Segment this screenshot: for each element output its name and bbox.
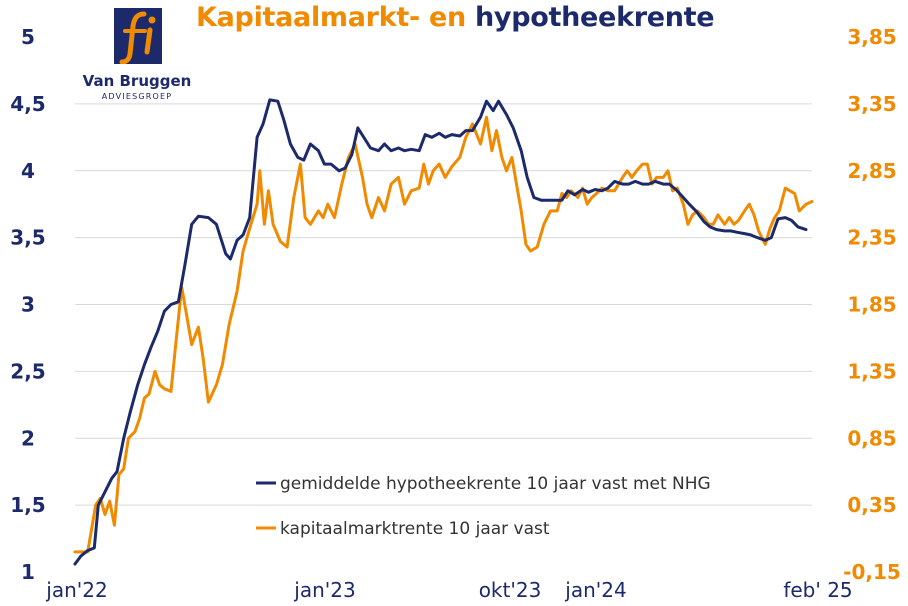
y-right-tick-label: 0,85 — [847, 426, 896, 450]
y-left-tick-label: 3 — [21, 293, 35, 317]
y-right-tick-label: 3,35 — [847, 92, 896, 116]
y-right-tick-label: 1,35 — [847, 359, 896, 383]
x-tick-label: jan'24 — [564, 578, 626, 602]
y-left-tick-label: 2 — [21, 426, 35, 450]
x-tick-label: jan'22 — [45, 578, 107, 602]
y-right-tick-label: -0,15 — [843, 560, 901, 584]
x-tick-label: okt'23 — [479, 578, 542, 602]
y-left-tick-label: 1 — [21, 560, 35, 584]
y-axis-right: -0,15 0,35 0,85 1,35 1,85 2,35 2,85 3,35 3,85 — [843, 25, 901, 584]
y-right-tick-label: 1,85 — [847, 293, 896, 317]
y-axis-left: 1 1,5 2 2,5 3 3,5 4 4,5 5 — [10, 25, 45, 584]
y-right-tick-label: 2,85 — [847, 159, 896, 183]
y-left-tick-label: 3,5 — [10, 226, 45, 250]
logo-subtitle: ADVIESGROEP — [101, 92, 173, 101]
chart-title: Kapitaalmarkt- en hypotheekrente — [196, 2, 715, 33]
y-right-tick-label: 3,85 — [847, 25, 896, 49]
x-tick-label: jan'23 — [293, 578, 355, 602]
y-left-tick-label: 1,5 — [10, 493, 45, 517]
legend-label-kapitaal: kapitaalmarktrente 10 jaar vast — [280, 519, 550, 539]
legend: gemiddelde hypotheekrente 10 jaar vast m… — [256, 474, 711, 539]
y-left-tick-label: 4,5 — [10, 92, 45, 116]
y-right-tick-label: 2,35 — [847, 226, 896, 250]
logo-name: Van Bruggen — [82, 72, 192, 90]
y-left-tick-label: 4 — [21, 159, 35, 183]
van-bruggen-logo: Van Bruggen ADVIESGROEP — [76, 8, 196, 104]
y-left-tick-label: 2,5 — [10, 359, 45, 383]
series-line-hypotheekrente — [73, 98, 808, 566]
y-left-tick-label: 5 — [21, 25, 35, 49]
y-right-tick-label: 0,35 — [847, 493, 896, 517]
x-axis: jan'22 jan'23 okt'23 jan'24 feb' 25 — [45, 578, 852, 602]
title-part-hypotheekrente: hypotheekrente — [475, 2, 715, 33]
van-bruggen-logo-icon — [114, 8, 162, 65]
x-tick-label: feb' 25 — [783, 578, 852, 602]
legend-label-hypotheek: gemiddelde hypotheekrente 10 jaar vast m… — [280, 474, 711, 494]
title-part-kapitaalmarkt: Kapitaalmarkt- en — [196, 2, 466, 33]
series-lines — [73, 98, 814, 566]
